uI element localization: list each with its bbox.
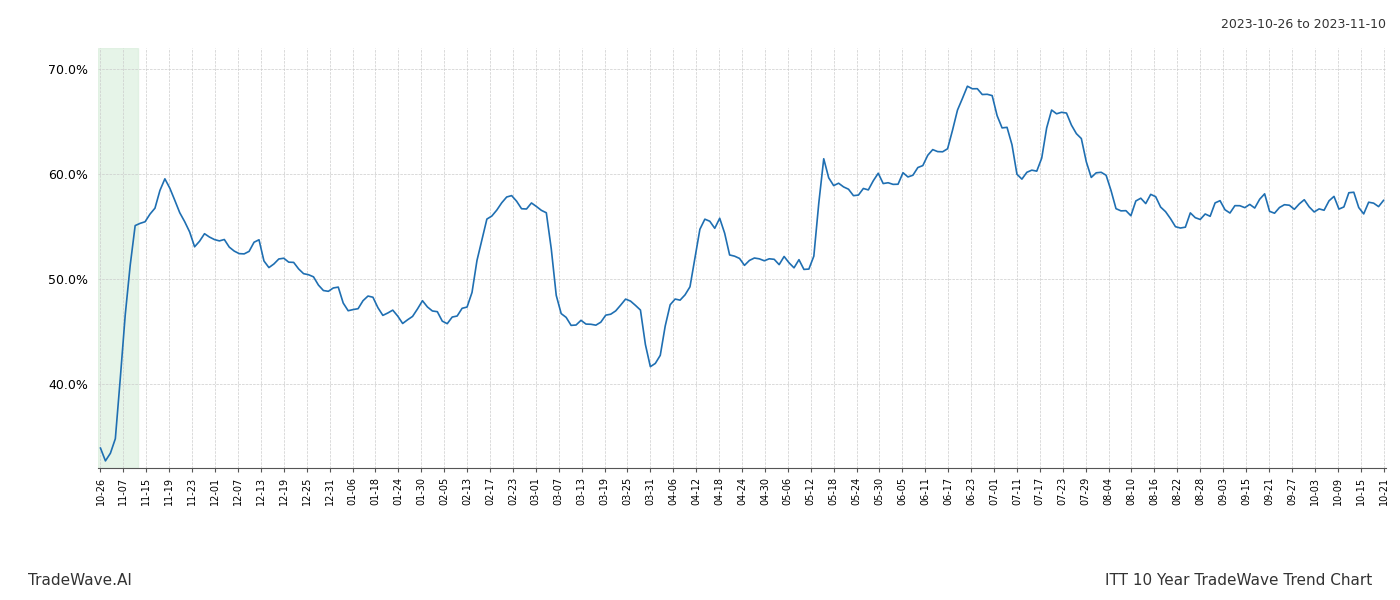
Text: ITT 10 Year TradeWave Trend Chart: ITT 10 Year TradeWave Trend Chart (1105, 573, 1372, 588)
Text: TradeWave.AI: TradeWave.AI (28, 573, 132, 588)
Bar (98, 48, 137, 468)
Text: 2023-10-26 to 2023-11-10: 2023-10-26 to 2023-11-10 (1221, 18, 1386, 31)
